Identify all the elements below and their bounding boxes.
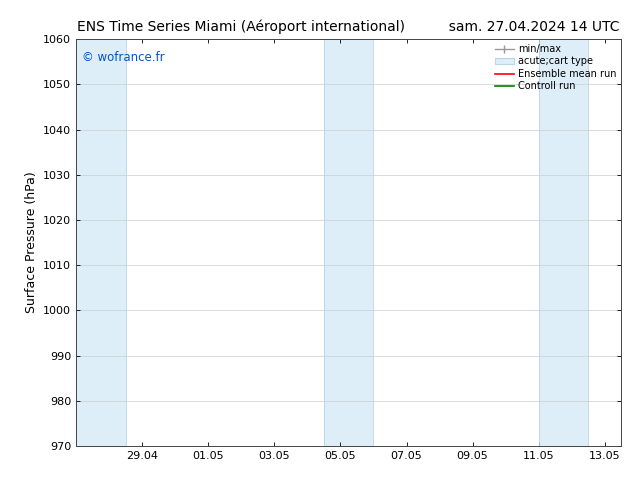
Legend: min/max, acute;cart type, Ensemble mean run, Controll run: min/max, acute;cart type, Ensemble mean … <box>493 42 618 93</box>
Text: © wofrance.fr: © wofrance.fr <box>82 51 164 64</box>
Title: ENS Time Series Miami (Aéroport international)          sam. 27.04.2024 14 UTC: ENS Time Series Miami (Aéroport internat… <box>77 20 620 34</box>
Y-axis label: Surface Pressure (hPa): Surface Pressure (hPa) <box>25 172 37 314</box>
Bar <box>76 39 126 446</box>
Bar <box>324 39 373 446</box>
Bar <box>539 39 588 446</box>
